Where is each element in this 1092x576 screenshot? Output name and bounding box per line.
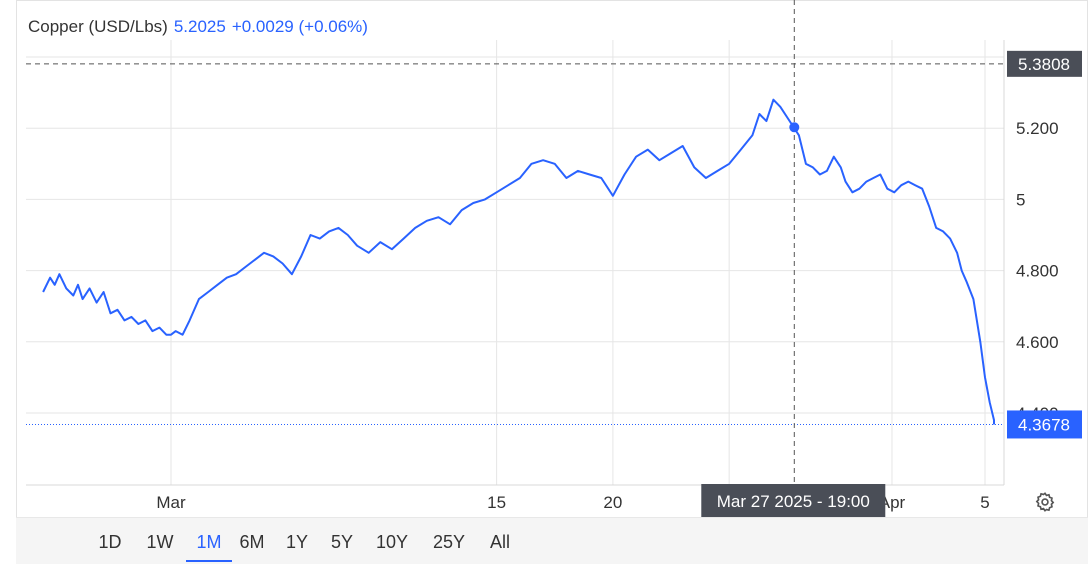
timeframe-toolbar: 1D 1W 1M 6M 1Y 5Y 10Y 25Y All <box>16 517 1088 564</box>
crosshair-date-bg <box>701 484 886 518</box>
y-tick-label: 5 <box>1016 190 1025 209</box>
grid-layer <box>26 40 1004 485</box>
x-tick-label: 5 <box>980 493 989 512</box>
chart-frame <box>16 0 1088 564</box>
timeframe-button-10y[interactable]: 10Y <box>375 532 409 552</box>
y-tick-label: 4.600 <box>1016 333 1059 352</box>
overlay-layer: 5.3808 4.3678 Mar 27 2025 - 19:00 <box>26 0 1082 518</box>
y-tick-label: 4.800 <box>1016 262 1059 281</box>
timeframe-button-all[interactable]: All <box>489 532 510 552</box>
timeframe-button-1d[interactable]: 1D <box>98 532 122 552</box>
timeframe-button-25y[interactable]: 25Y <box>432 532 466 552</box>
timeframe-button-1m[interactable]: 1M <box>186 530 232 562</box>
x-tick-label: 20 <box>603 493 622 512</box>
series-layer <box>42 98 995 425</box>
timeframe-button-6m[interactable]: 6M <box>239 532 265 552</box>
crosshair-point <box>789 122 800 133</box>
crosshair-date-label: Mar 27 2025 - 19:00 <box>717 492 870 511</box>
timeframe-button-1w[interactable]: 1W <box>146 532 174 552</box>
x-tick-label: 15 <box>487 493 506 512</box>
price-change: +0.0029 (+0.06%) <box>231 17 368 36</box>
timeframe-button-5y[interactable]: 5Y <box>330 532 354 552</box>
gear-icon[interactable] <box>1034 491 1056 513</box>
last-price-bg <box>1007 410 1082 439</box>
x-tick-label: Mar <box>156 493 186 512</box>
y-tick-label: 5.200 <box>1016 119 1059 138</box>
crosshair-price-bg <box>1007 50 1082 77</box>
crosshair-price-label: 5.3808 <box>1018 55 1070 74</box>
current-price: 5.2025 <box>173 17 226 36</box>
instrument-name: Copper (USD/Lbs) <box>28 17 168 36</box>
timeframe-button-1y[interactable]: 1Y <box>285 532 309 552</box>
last-price-label: 4.3678 <box>1018 415 1070 434</box>
x-tick-label: Apr <box>879 493 906 512</box>
price-line <box>42 98 995 425</box>
chart-header: Copper (USD/Lbs) 5.2025 +0.0029 (+0.06%) <box>28 17 368 37</box>
